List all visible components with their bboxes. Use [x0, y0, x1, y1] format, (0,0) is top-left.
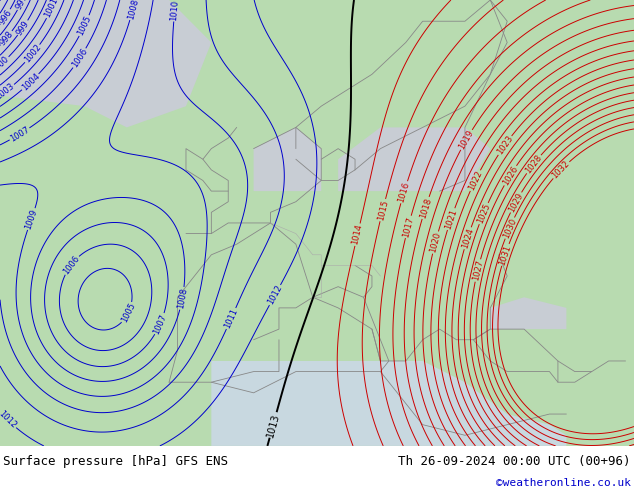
Text: 1024: 1024 — [460, 227, 475, 249]
Text: 1028: 1028 — [524, 153, 544, 175]
Text: 1001: 1001 — [43, 0, 60, 19]
Text: 1018: 1018 — [418, 196, 433, 220]
Text: 1019: 1019 — [457, 128, 476, 151]
Polygon shape — [254, 127, 321, 191]
Text: 1017: 1017 — [401, 216, 415, 238]
Text: 1026: 1026 — [501, 164, 519, 187]
Text: 1006: 1006 — [70, 47, 89, 70]
Text: 1013: 1013 — [265, 412, 281, 438]
Text: Th 26-09-2024 00:00 UTC (00+96): Th 26-09-2024 00:00 UTC (00+96) — [398, 455, 631, 468]
Polygon shape — [490, 297, 566, 329]
Text: 1011: 1011 — [223, 307, 240, 330]
Text: ©weatheronline.co.uk: ©weatheronline.co.uk — [496, 478, 631, 489]
Text: 1005: 1005 — [120, 301, 137, 324]
Text: 999: 999 — [15, 19, 31, 37]
Text: 1012: 1012 — [266, 284, 284, 306]
Polygon shape — [0, 0, 634, 446]
Text: 1030: 1030 — [501, 217, 518, 240]
Text: 1021: 1021 — [443, 208, 458, 230]
Polygon shape — [0, 0, 211, 127]
Text: 1003: 1003 — [0, 82, 16, 102]
Text: 1006: 1006 — [61, 254, 81, 276]
Text: 1000: 1000 — [0, 54, 11, 75]
Text: 1012: 1012 — [0, 409, 18, 430]
Text: 996: 996 — [0, 8, 13, 26]
Polygon shape — [211, 361, 566, 446]
Text: 1015: 1015 — [376, 199, 390, 221]
Text: 1007: 1007 — [8, 125, 31, 144]
Text: 1023: 1023 — [495, 134, 515, 156]
Polygon shape — [338, 127, 490, 191]
Text: 1032: 1032 — [550, 159, 572, 181]
Text: Surface pressure [hPa] GFS ENS: Surface pressure [hPa] GFS ENS — [3, 455, 228, 468]
Text: 1008: 1008 — [176, 287, 189, 310]
Text: 1002: 1002 — [22, 43, 42, 65]
Text: 1004: 1004 — [20, 72, 41, 93]
Text: 1031: 1031 — [498, 244, 513, 266]
Text: 1010: 1010 — [169, 0, 180, 21]
Text: 1027: 1027 — [471, 259, 484, 282]
Text: 1014: 1014 — [351, 223, 365, 246]
Text: 998: 998 — [0, 29, 15, 47]
Text: 1005: 1005 — [76, 14, 93, 37]
Text: 1020: 1020 — [429, 231, 443, 254]
Text: 1025: 1025 — [476, 202, 492, 225]
Text: 1009: 1009 — [23, 208, 39, 230]
Text: 1029: 1029 — [507, 191, 525, 214]
Text: 997: 997 — [14, 0, 29, 11]
Text: 1008: 1008 — [126, 0, 140, 20]
Text: 1022: 1022 — [467, 169, 484, 192]
Text: 1016: 1016 — [397, 181, 411, 204]
Text: 1007: 1007 — [152, 313, 169, 335]
